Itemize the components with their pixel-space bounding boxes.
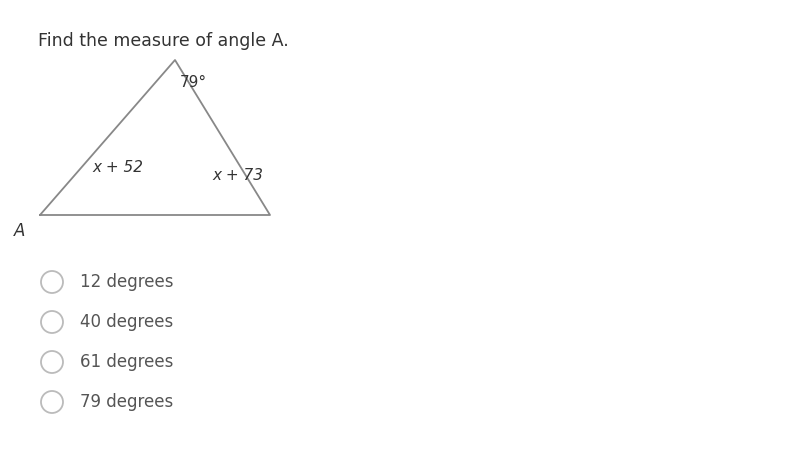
Text: 79 degrees: 79 degrees [80,393,174,411]
Text: A: A [14,222,25,240]
Circle shape [41,311,63,333]
Text: 79°: 79° [180,75,207,90]
Text: 61 degrees: 61 degrees [80,353,174,371]
Circle shape [41,351,63,373]
Text: 40 degrees: 40 degrees [80,313,174,331]
Text: x + 73: x + 73 [213,167,263,183]
Circle shape [41,391,63,413]
Text: 12 degrees: 12 degrees [80,273,174,291]
Text: Find the measure of angle A.: Find the measure of angle A. [38,32,288,50]
Circle shape [41,271,63,293]
Text: x + 52: x + 52 [93,159,143,175]
